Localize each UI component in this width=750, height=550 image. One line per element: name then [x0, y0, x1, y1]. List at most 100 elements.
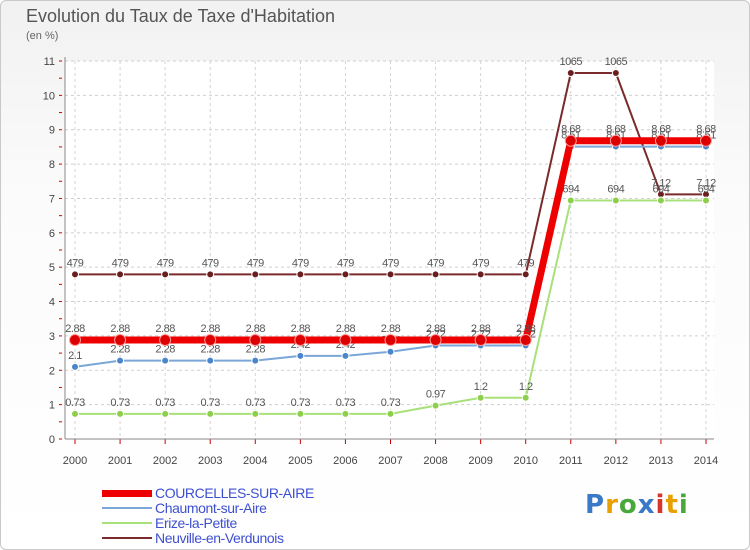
data-point: [161, 409, 170, 418]
data-point: [114, 334, 127, 347]
data-point: [69, 334, 81, 347]
data-label: 2.88: [291, 323, 311, 335]
data-point: [206, 270, 215, 279]
logo-letter: x: [637, 490, 656, 520]
data-point: [116, 356, 125, 365]
data-point: [384, 334, 397, 347]
data-label: 479: [472, 257, 489, 269]
data-label: 479: [382, 257, 399, 269]
data-label: 694: [607, 184, 624, 196]
data-point: [429, 334, 442, 347]
x-tick-label: 2004: [243, 455, 267, 467]
data-label: 1.2: [474, 381, 488, 393]
y-tick-label: 10: [43, 90, 55, 102]
legend-swatch-erize: [102, 522, 152, 524]
chart-title: Evolution du Taux de Taxe d'Habitation: [26, 6, 335, 26]
data-point: [386, 409, 395, 418]
y-tick-label: 9: [49, 125, 55, 137]
data-point: [71, 409, 79, 418]
data-label: 2.88: [201, 323, 221, 335]
data-label: 479: [292, 257, 309, 269]
data-point: [339, 334, 352, 347]
data-point: [700, 134, 712, 147]
data-label: 479: [247, 257, 264, 269]
x-tick-label: 2001: [108, 455, 132, 467]
x-tick-label: 2005: [288, 455, 312, 467]
data-point: [341, 270, 350, 279]
data-point: [386, 347, 395, 356]
data-point: [204, 334, 217, 347]
x-tick-label: 2009: [468, 455, 492, 467]
data-point: [566, 69, 575, 78]
data-label: 479: [202, 257, 219, 269]
data-label: 2.88: [381, 323, 401, 335]
data-point: [431, 270, 440, 279]
data-label: 694: [562, 184, 579, 196]
data-point: [521, 270, 530, 279]
data-point: [611, 69, 620, 78]
x-tick-label: 2000: [63, 455, 87, 467]
y-tick-label: 6: [49, 228, 55, 240]
data-label: 2.28: [201, 344, 221, 356]
data-label: 1.2: [519, 381, 533, 393]
data-label: 2.88: [516, 323, 536, 335]
logo-letter: r: [605, 490, 619, 520]
data-label: 2.28: [155, 344, 175, 356]
plot-area: [65, 61, 714, 439]
data-point: [251, 270, 260, 279]
data-label: 0.73: [336, 397, 356, 409]
y-tick-label: 7: [49, 193, 55, 205]
data-label: 2.88: [65, 323, 85, 335]
data-label: 479: [337, 257, 354, 269]
data-label: 7.12: [651, 177, 671, 189]
data-label: 2.88: [110, 323, 130, 335]
legend-swatch-courcelles: [102, 490, 152, 497]
data-point: [116, 409, 125, 418]
x-tick-label: 2003: [198, 455, 222, 467]
data-label: 2.88: [155, 323, 175, 335]
data-label: 0.73: [246, 397, 266, 409]
y-tick-label: 1: [49, 400, 55, 412]
proxiti-logo: Proxiti: [585, 490, 689, 520]
data-point: [341, 409, 350, 418]
data-label: 7.12: [696, 177, 716, 189]
data-label: 0.73: [381, 397, 401, 409]
x-tick-label: 2006: [333, 455, 357, 467]
x-tick-label: 2012: [604, 455, 628, 467]
data-label: 0.73: [65, 397, 85, 409]
data-label: 0.73: [291, 397, 311, 409]
data-point: [159, 334, 172, 347]
y-tick-label: 11: [44, 56, 55, 68]
y-tick-label: 3: [49, 331, 55, 343]
data-label: 1065: [560, 56, 583, 68]
data-label: 0.73: [201, 397, 221, 409]
x-tick-label: 2010: [513, 455, 537, 467]
data-label: 8.68: [606, 124, 626, 136]
y-tick-label: 4: [49, 297, 55, 309]
y-tick-label: 0: [49, 434, 55, 446]
data-point: [656, 196, 665, 205]
data-point: [116, 270, 125, 279]
data-label: 2.28: [110, 344, 130, 356]
data-point: [206, 409, 215, 418]
data-label: 479: [112, 257, 129, 269]
data-label: 8.68: [696, 124, 716, 136]
data-point: [519, 334, 532, 347]
data-label: 2.1: [68, 350, 82, 362]
data-point: [566, 196, 575, 205]
legend-swatch-neuville: [102, 537, 152, 539]
data-point: [251, 409, 260, 418]
data-point: [71, 362, 79, 371]
data-label: 479: [427, 257, 444, 269]
data-label: 2.88: [471, 323, 491, 335]
data-point: [609, 134, 622, 147]
data-label: 2.88: [426, 323, 446, 335]
data-point: [431, 401, 440, 410]
data-point: [71, 270, 79, 279]
data-point: [521, 393, 530, 402]
data-label: 479: [157, 257, 174, 269]
data-point: [161, 356, 170, 365]
data-point: [341, 351, 350, 360]
chart-unit-label: (en %): [26, 30, 59, 42]
data-label: 694: [698, 184, 715, 196]
